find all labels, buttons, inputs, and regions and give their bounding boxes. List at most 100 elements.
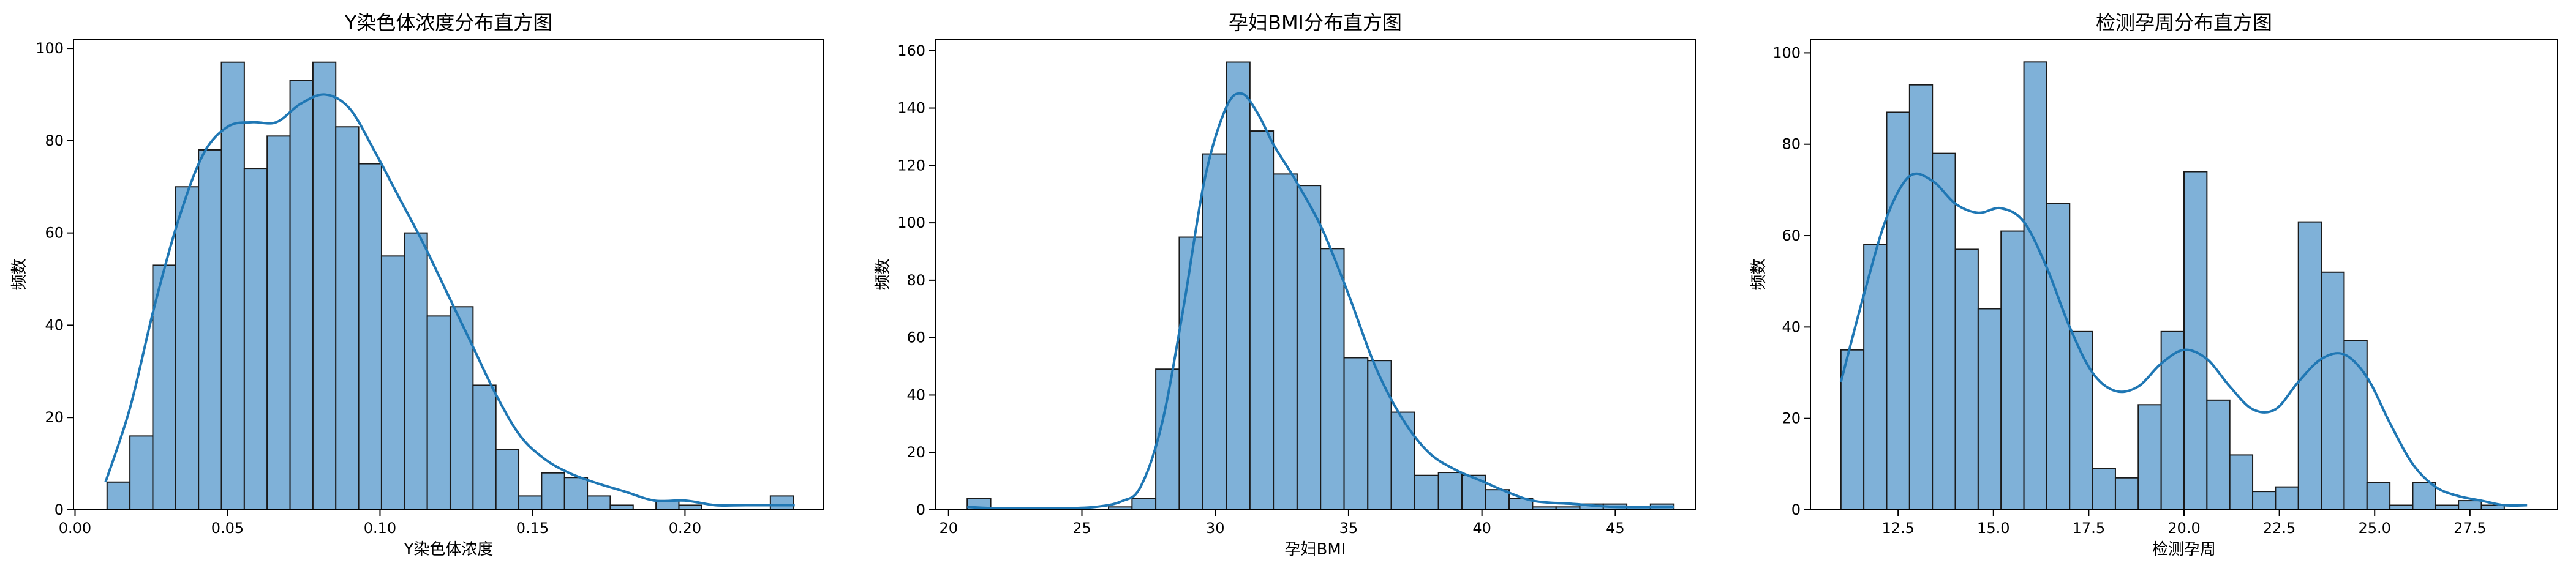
kde-curve (1839, 172, 2528, 507)
y-axis-label: 频数 (1750, 258, 1768, 290)
histogram-bar (335, 126, 360, 510)
histogram-bar (2321, 271, 2345, 510)
histogram-bar (243, 168, 268, 511)
plot-frame (935, 39, 1696, 510)
y-tick-label: 80 (906, 272, 925, 289)
histogram-bar (518, 495, 543, 511)
histogram-bar (2435, 504, 2460, 511)
histogram-bar (426, 315, 451, 510)
y-tick-label: 60 (906, 329, 925, 346)
histogram-bar (129, 435, 154, 510)
histogram-bar (769, 495, 794, 511)
histogram-bar (380, 255, 405, 510)
histogram-bar (2023, 61, 2047, 510)
histogram-bar (1202, 153, 1227, 510)
x-tick-label: 17.5 (2073, 520, 2105, 537)
x-axis-ticks: 20 25 30 35 40 45 (939, 510, 1625, 537)
x-tick-label: 45 (1606, 520, 1625, 537)
histogram-bar (106, 481, 131, 511)
histogram-bar (1932, 152, 1956, 510)
histogram-bar (1414, 474, 1439, 510)
y-tick-label: 40 (45, 316, 64, 334)
histogram-bar (312, 61, 337, 510)
histogram-bar (1320, 248, 1345, 510)
histogram-bar (1249, 130, 1275, 511)
histogram-bar (1437, 472, 1463, 510)
histogram-bar (1485, 489, 1510, 510)
y-tick-label: 40 (906, 386, 925, 403)
subplot-y-chromosome: Y染色体浓度分布直方图 0.00 0.05 0.10 0.15 0.20 0 20 40 60… (10, 11, 824, 559)
histogram-bar (266, 135, 291, 510)
kde-curve (967, 92, 1674, 510)
histogram-bar (2343, 340, 2368, 510)
x-tick-label: 40 (1472, 520, 1491, 537)
y-tick-label: 0 (916, 501, 925, 518)
y-tick-label: 80 (45, 132, 64, 149)
y-tick-label: 60 (45, 225, 64, 242)
x-axis-label: Y染色体浓度 (404, 540, 494, 559)
histogram-bar (678, 504, 702, 511)
histogram-bar (289, 80, 314, 511)
x-tick-label: 25.0 (2359, 520, 2391, 537)
histogram-bar (1886, 111, 1910, 510)
histogram-bar (2297, 221, 2322, 510)
bar-group (966, 61, 1675, 511)
histogram-bar (1908, 84, 1934, 511)
y-tick-label: 0 (55, 501, 64, 518)
histogram-bar (2183, 171, 2208, 510)
kde-curve (104, 93, 795, 507)
chart-title: 孕妇BMI分布直方图 (1229, 11, 1402, 34)
histogram-bar (2160, 330, 2185, 511)
x-axis-label: 孕妇BMI (1285, 540, 1346, 559)
histogram-bar (563, 477, 589, 510)
x-tick-label: 20 (939, 520, 958, 537)
histogram-bar (587, 495, 611, 511)
y-tick-label: 80 (1782, 136, 1801, 153)
plot-frame (73, 39, 824, 510)
histogram-bar (152, 264, 176, 510)
x-axis-ticks: 0.00 0.05 0.10 0.15 0.20 (59, 510, 701, 537)
x-tick-label: 30 (1206, 520, 1225, 537)
histogram-bar (2206, 399, 2231, 510)
histogram-bar (2046, 203, 2071, 510)
histogram-bar (1178, 236, 1203, 510)
y-axis-label: 频数 (874, 258, 892, 290)
histogram-bar (1954, 248, 1979, 510)
y-tick-label: 40 (1782, 318, 1801, 335)
histogram-bar (1131, 498, 1157, 510)
histogram-bar (609, 504, 634, 511)
x-axis-ticks: 12.5 15.0 17.5 20.0 22.5 25.0 27.5 (1881, 510, 2487, 537)
x-tick-label: 0.00 (59, 520, 91, 537)
y-axis-ticks: 0 20 40 60 80 100 (36, 40, 73, 518)
histogram-bar (2229, 454, 2254, 510)
histogram-bar (2069, 330, 2093, 511)
histogram-bar (404, 232, 428, 510)
histogram-bar (541, 472, 565, 511)
x-tick-label: 12.5 (1881, 520, 1914, 537)
histogram-bar (1840, 349, 1865, 510)
histogram-bar (1343, 357, 1369, 510)
x-tick-label: 20.0 (2167, 520, 2200, 537)
histogram-bar (1863, 244, 1888, 510)
x-axis-label: 检测孕周 (2152, 540, 2216, 559)
histogram-bar (1155, 368, 1180, 510)
histogram-bar (358, 163, 382, 510)
histogram-bar (472, 384, 497, 510)
x-tick-label: 0.15 (516, 520, 549, 537)
histogram-bar (2252, 491, 2277, 511)
histogram-bar (2389, 504, 2414, 511)
y-tick-label: 100 (897, 214, 925, 231)
x-tick-label: 25 (1072, 520, 1091, 537)
histogram-bar (220, 61, 245, 510)
histogram-bar (1273, 173, 1298, 510)
histogram-bar (2275, 486, 2299, 510)
histogram-bar (175, 186, 200, 510)
y-tick-label: 100 (36, 40, 64, 57)
histogram-bar (2114, 477, 2139, 510)
x-tick-label: 15.0 (1977, 520, 2009, 537)
bar-group (106, 61, 794, 511)
x-tick-label: 0.05 (211, 520, 244, 537)
x-tick-label: 35 (1339, 520, 1358, 537)
y-axis-label: 频数 (10, 258, 29, 290)
